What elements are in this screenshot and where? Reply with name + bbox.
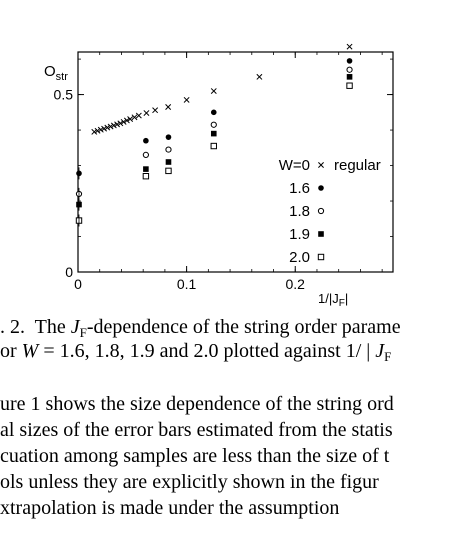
data-point-open-circle <box>346 66 353 73</box>
data-point-cross <box>123 117 130 124</box>
data-point-cross <box>91 128 98 135</box>
caption-text: = 1.6, 1.8, 1.9 and 2.0 plotted against … <box>38 340 376 362</box>
data-point-cross <box>152 107 159 114</box>
caption-jf-subscript: F <box>384 349 392 364</box>
body-paragraph-line: xtrapolation is made under the assumptio… <box>0 497 340 519</box>
figure-caption-line-1: . 2. The JF-dependence of the string ord… <box>0 315 474 345</box>
data-point-cross <box>165 104 172 110</box>
data-point-cross <box>94 127 101 134</box>
caption-jf-symbol: J <box>375 340 385 362</box>
data-point-filled-square <box>143 166 149 172</box>
legend-label: 1.8 <box>289 203 310 220</box>
plot-border <box>77 51 394 273</box>
data-point-filled-square <box>165 159 172 165</box>
legend-label: 2.0 <box>289 249 310 266</box>
x-axis-label-tail: | <box>345 291 348 306</box>
legend-label: W=0 <box>279 157 310 174</box>
data-point-filled-circle <box>143 137 149 144</box>
data-point-cross <box>127 116 134 123</box>
tick-labels: 0 0.1 0.2 0 0.5 <box>54 87 306 292</box>
data-point-cross <box>183 96 190 103</box>
caption-text: or <box>0 340 22 362</box>
data-point-cross <box>256 73 263 80</box>
data-point-cross <box>135 112 142 119</box>
legend-marker-open-circle <box>317 207 325 215</box>
caption-jf-symbol: J <box>70 316 80 338</box>
body-paragraph-line: cuation among samples are less than the … <box>0 445 390 467</box>
data-point-cross <box>117 120 124 127</box>
x-tick-label: 0.1 <box>177 276 197 292</box>
x-tick-label: 0 <box>74 276 82 292</box>
legend-marker-cross <box>318 162 324 168</box>
y-axis-label: Ostr <box>44 63 68 83</box>
legend-series-name: regular <box>334 157 381 174</box>
data-point-open-circle <box>142 151 149 159</box>
data-point-cross <box>346 43 353 50</box>
y-axis-label-main: O <box>44 63 56 80</box>
data-point-filled-circle <box>165 134 172 140</box>
legend-label: 1.6 <box>289 180 310 197</box>
data-point-open-circle <box>210 121 217 128</box>
data-point-open-circle <box>165 146 172 153</box>
data-point-cross <box>101 125 108 132</box>
data-point-open-square <box>210 142 217 150</box>
data-point-cross <box>114 121 121 128</box>
body-paragraph-line: ols unless they are explicitly shown in … <box>0 471 379 493</box>
x-axis-label: 1/|JF| <box>318 291 348 309</box>
figure-caption-line-2: or W = 1.6, 1.8, 1.9 and 2.0 plotted aga… <box>0 339 474 369</box>
data-point-cross <box>131 114 138 121</box>
data-point-cross <box>104 124 111 131</box>
caption-text: . 2. The <box>0 316 71 338</box>
axis-ticks <box>77 52 393 273</box>
legend-label: 1.9 <box>289 226 310 243</box>
y-tick-label: 0 <box>65 264 73 280</box>
body-paragraph-line: al sizes of the error bars estimated fro… <box>0 419 393 441</box>
caption-w-symbol: W <box>21 340 39 362</box>
legend: W=0 regular 1.6 1.8 1.9 2.0 <box>279 157 381 266</box>
data-point-open-square <box>346 82 353 89</box>
data-point-cross <box>107 123 114 130</box>
legend-marker-filled-circle <box>318 185 324 191</box>
data-point-cross <box>110 122 117 129</box>
data-point-cross <box>210 88 217 94</box>
body-paragraph-line: ure 1 shows the size dependence of the s… <box>0 393 394 415</box>
x-axis-label-sub: F <box>339 298 345 309</box>
data-point-filled-square <box>210 130 217 137</box>
data-point-open-square <box>142 172 150 180</box>
y-tick-label: 0.5 <box>54 87 74 103</box>
data-point-filled-circle <box>210 109 217 116</box>
y-axis-label-sub: str <box>56 71 69 83</box>
x-tick-label: 0.2 <box>286 276 306 292</box>
x-axis-label-main: 1/|J <box>318 291 339 306</box>
data-marks <box>75 43 353 227</box>
data-point-cross <box>143 110 150 116</box>
caption-text: -dependence of the string order parame <box>86 316 401 338</box>
data-point-filled-square <box>346 74 353 80</box>
legend-marker-open-square <box>317 253 325 261</box>
data-point-open-square <box>165 167 172 175</box>
data-point-cross <box>120 118 127 125</box>
caption-jf-subscript: F <box>79 325 87 340</box>
legend-marker-filled-square <box>318 231 324 237</box>
data-point-cross <box>97 126 104 133</box>
data-point-filled-circle <box>346 58 353 64</box>
plot-frame <box>77 51 394 273</box>
